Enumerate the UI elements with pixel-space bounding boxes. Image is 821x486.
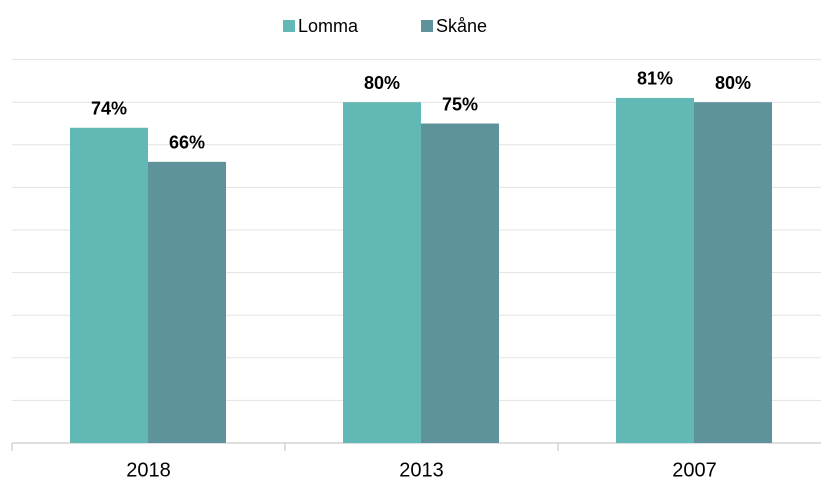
bar (694, 102, 772, 443)
bar (616, 97, 694, 443)
legend-label: Skåne (436, 16, 487, 36)
value-label: 81% (637, 69, 673, 89)
value-label: 74% (91, 99, 127, 119)
value-label: 80% (364, 73, 400, 93)
x-tick-label: 2013 (399, 459, 444, 481)
value-label: 66% (169, 133, 205, 153)
bar (148, 161, 226, 443)
bar (343, 102, 421, 443)
legend-label: Lomma (298, 16, 359, 36)
value-label: 75% (442, 94, 478, 114)
value-label: 80% (715, 73, 751, 93)
x-tick-label: 2018 (126, 459, 171, 481)
legend-swatch (421, 20, 433, 32)
legend-swatch (283, 20, 295, 32)
bar (70, 127, 148, 443)
x-tick-label: 2007 (672, 459, 717, 481)
bar (421, 123, 499, 443)
